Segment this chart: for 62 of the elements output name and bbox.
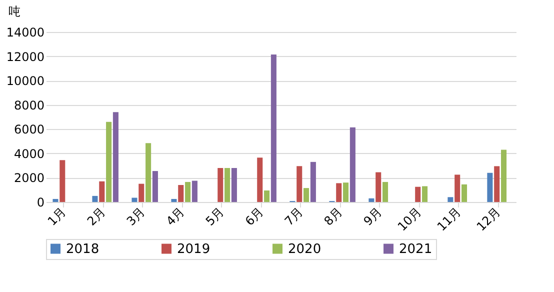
bar (350, 127, 356, 202)
bar (270, 54, 276, 202)
x-tick-label: 10月 (394, 204, 424, 234)
legend-label: 2021 (399, 242, 432, 257)
y-tick-label: 0 (36, 196, 44, 210)
bar (192, 180, 198, 202)
bar (138, 184, 144, 202)
bar (218, 168, 224, 202)
x-tick-label: 4月 (163, 204, 188, 228)
bar (132, 198, 138, 202)
bar (257, 158, 263, 202)
bar (461, 184, 468, 202)
x-tick-label: 11月 (434, 204, 464, 234)
y-tick-label: 4000 (14, 146, 44, 161)
bar (264, 190, 270, 202)
y-tick-label: 14000 (6, 26, 44, 40)
bar (224, 168, 230, 202)
bar (60, 160, 66, 202)
bar (231, 168, 237, 202)
bar (146, 143, 152, 202)
x-tick-label: 2月 (84, 204, 108, 228)
legend-label: 2019 (177, 242, 210, 257)
bar (494, 166, 500, 202)
bar (343, 182, 349, 202)
y-tick-label: 10000 (6, 74, 44, 88)
bar (448, 197, 454, 202)
bar (422, 186, 428, 202)
legend-label: 2020 (288, 242, 322, 257)
bar (454, 174, 460, 202)
x-tick-label: 12月 (474, 204, 504, 234)
bar (382, 182, 388, 202)
bar (304, 188, 310, 202)
bar (296, 166, 302, 202)
x-tick-label: 9月 (360, 204, 385, 228)
bar (99, 181, 105, 202)
legend-label: 2018 (66, 242, 100, 257)
x-tick-label: 1月 (44, 204, 69, 228)
bar (336, 183, 342, 202)
bar (415, 186, 421, 202)
y-tick-label: 6000 (14, 122, 44, 137)
bar (152, 171, 158, 202)
bar (500, 150, 507, 202)
x-tick-label: 3月 (124, 204, 148, 228)
bar (487, 172, 493, 202)
bar (112, 112, 118, 202)
x-tick-label: 7月 (282, 204, 306, 228)
bar (92, 196, 98, 202)
bar (310, 162, 316, 202)
x-tick-label: 5月 (202, 204, 227, 228)
bar (52, 198, 58, 202)
bar (376, 172, 382, 202)
bar (171, 198, 177, 202)
y-tick-label: 2000 (14, 171, 44, 186)
bar (106, 122, 112, 202)
y-tick-label: 8000 (14, 98, 44, 112)
bar (185, 182, 191, 202)
bar (178, 185, 184, 202)
x-tick-label: 8月 (321, 204, 346, 228)
y-tick-label: 12000 (6, 50, 44, 64)
y-axis-title: 吨 (8, 4, 20, 18)
x-tick-label: 6月 (242, 204, 266, 228)
bar (368, 198, 374, 202)
